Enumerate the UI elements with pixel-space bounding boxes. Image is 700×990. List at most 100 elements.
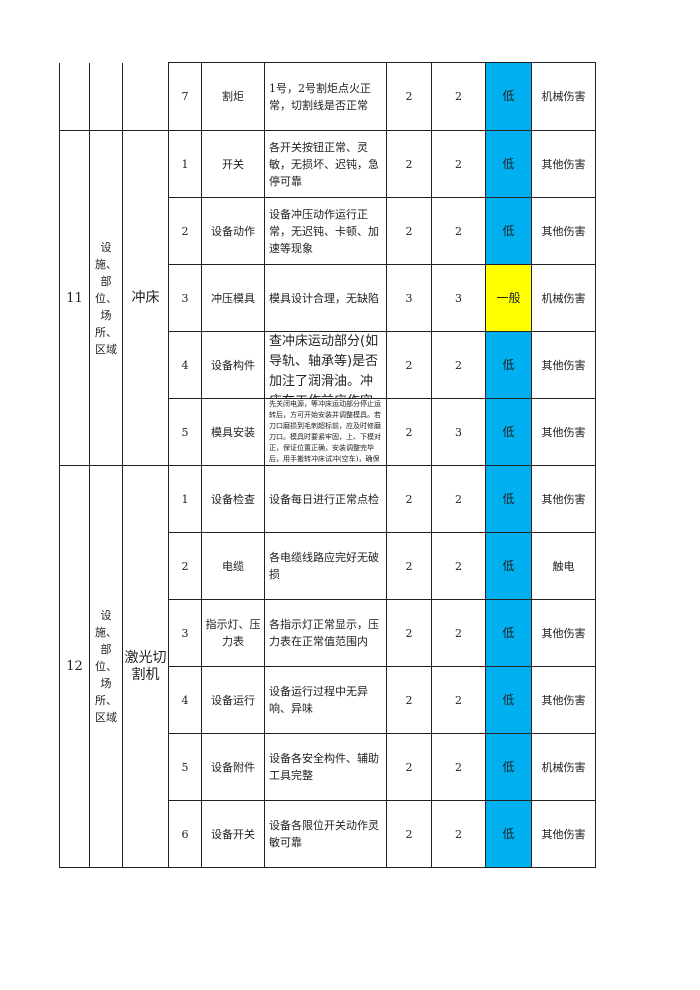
likelihood: 2 — [386, 599, 432, 667]
check-standard: 设备每日进行正常点检 — [264, 465, 387, 533]
item-number: 1 — [168, 130, 202, 198]
item-number: 4 — [168, 666, 202, 734]
likelihood: 2 — [386, 398, 432, 466]
check-item: 开关 — [201, 130, 265, 198]
check-standard: 先关闭电源，等冲床运动部分停止运转后，方可开始安装并调整模具。若刀口磨损到毛刺超… — [264, 398, 387, 466]
category: 设施、部位、场所、区域 — [89, 130, 123, 466]
item-number: 7 — [168, 62, 202, 131]
group-number: 11 — [59, 130, 90, 466]
hazard-type: 其他伤害 — [531, 599, 596, 667]
risk-level: 低 — [485, 733, 532, 801]
table-row: 5 设备附件 设备各安全构件、辅助工具完整 2 2 低机械伤害 — [60, 733, 596, 801]
severity: 2 — [431, 197, 486, 265]
likelihood: 2 — [386, 331, 432, 399]
likelihood: 2 — [386, 733, 432, 801]
table-row: 12 设施、部位、场所、区域 激光切割机 1 设备检查 设备每日进行正常点检 2 2 低其他伤害 — [59, 465, 596, 868]
hazard-type: 其他伤害 — [531, 666, 596, 734]
likelihood: 2 — [386, 62, 432, 131]
check-standard-text: 查冲床运动部分(如导轨、轴承等)是否加注了润滑油。冲床在工作前应作空运转1-3分 — [269, 334, 379, 398]
risk-level: 低 — [485, 800, 532, 868]
risk-level: 低 — [485, 666, 532, 734]
check-standard: 查冲床运动部分(如导轨、轴承等)是否加注了润滑油。冲床在工作前应作空运转1-3分 — [264, 331, 387, 399]
check-item: 设备运行 — [201, 666, 265, 734]
risk-level: 低 — [485, 599, 532, 667]
hazard-type: 其他伤害 — [531, 398, 596, 466]
likelihood: 2 — [386, 197, 432, 265]
category: 设施、部位、场所、区域 — [89, 465, 123, 868]
item-number: 3 — [168, 264, 202, 332]
hazard-type: 其他伤害 — [531, 130, 596, 198]
table-row: 4 设备运行 设备运行过程中无异响、异味 2 2 低其他伤害 — [60, 666, 596, 734]
hazard-type: 触电 — [531, 532, 596, 600]
check-item: 设备附件 — [201, 733, 265, 801]
severity: 2 — [431, 733, 486, 801]
item-number: 5 — [168, 733, 202, 801]
likelihood: 2 — [386, 532, 432, 600]
risk-level: 低 — [485, 331, 532, 399]
likelihood: 2 — [386, 800, 432, 868]
risk-table: 7 割炬 1号，2号割炬点火正常，切割线是否正常 2 2 低 机械伤害 11 设施… — [59, 62, 596, 868]
severity: 3 — [431, 264, 486, 332]
equipment-name: 冲床 — [122, 130, 169, 466]
hazard-type: 其他伤害 — [531, 465, 596, 533]
table-row: 5 模具安装 先关闭电源，等冲床运动部分停止运转后，方可开始安装并调整模具。若刀口磨… — [60, 398, 596, 466]
check-standard: 设备各限位开关动作灵敏可靠 — [264, 800, 387, 868]
check-standard: 设备各安全构件、辅助工具完整 — [264, 733, 387, 801]
item-number: 2 — [168, 197, 202, 265]
item-number: 5 — [168, 398, 202, 466]
hazard-type: 其他伤害 — [531, 331, 596, 399]
table-row: 2 设备动作 设备冲压动作运行正常，无迟钝、卡顿、加速等现象 2 2 低其他伤害 — [60, 197, 596, 265]
hazard-type: 机械伤害 — [531, 733, 596, 801]
check-standard: 设备冲压动作运行正常，无迟钝、卡顿、加速等现象 — [264, 197, 387, 265]
item-number: 4 — [168, 331, 202, 399]
check-standard: 各电缆线路应完好无破损 — [264, 532, 387, 600]
likelihood: 2 — [386, 465, 432, 533]
risk-level: 低 — [485, 465, 532, 533]
check-item: 设备开关 — [201, 800, 265, 868]
likelihood: 2 — [386, 130, 432, 198]
table-row: 7 割炬 1号，2号割炬点火正常，切割线是否正常 2 2 低 机械伤害 — [59, 62, 596, 131]
item-number: 6 — [168, 800, 202, 868]
check-standard: 设备运行过程中无异响、异味 — [264, 666, 387, 734]
hazard-type: 机械伤害 — [531, 62, 596, 131]
severity: 2 — [431, 532, 486, 600]
check-item: 设备构件 — [201, 331, 265, 399]
severity: 2 — [431, 331, 486, 399]
risk-level: 一般 — [485, 264, 532, 332]
risk-level: 低 — [485, 197, 532, 265]
check-standard: 1号，2号割炬点火正常，切割线是否正常 — [264, 62, 387, 131]
hazard-type: 机械伤害 — [531, 264, 596, 332]
check-item: 电缆 — [201, 532, 265, 600]
severity: 2 — [431, 465, 486, 533]
check-standard: 各开关按钮正常、灵敏，无损坏、迟钝，急停可靠 — [264, 130, 387, 198]
likelihood: 3 — [386, 264, 432, 332]
check-item: 模具安装 — [201, 398, 265, 466]
table-row: 3 冲压模具 模具设计合理，无缺陷 3 3 一般 机械伤害 — [60, 264, 596, 332]
check-standard: 各指示灯正常显示，压力表在正常值范围内 — [264, 599, 387, 667]
item-number: 2 — [168, 532, 202, 600]
check-item: 指示灯、压力表 — [201, 599, 265, 667]
check-item: 割炬 — [201, 62, 265, 131]
no-cell — [59, 62, 90, 131]
check-item: 冲压模具 — [201, 264, 265, 332]
check-item: 设备动作 — [201, 197, 265, 265]
table-row: 4设备构件查冲床运动部分(如导轨、轴承等)是否加注了润滑油。冲床在工作前应作空运… — [60, 331, 596, 399]
hazard-type: 其他伤害 — [531, 800, 596, 868]
item-number: 3 — [168, 599, 202, 667]
category-cell — [89, 62, 123, 131]
severity: 2 — [431, 62, 486, 131]
risk-level: 低 — [485, 398, 532, 466]
severity: 2 — [431, 130, 486, 198]
item-number: 1 — [168, 465, 202, 533]
table-row: 6 设备开关 设备各限位开关动作灵敏可靠 2 2 低其他伤害 — [60, 800, 596, 868]
risk-level: 低 — [485, 532, 532, 600]
severity: 2 — [431, 666, 486, 734]
check-standard: 模具设计合理，无缺陷 — [264, 264, 387, 332]
risk-level: 低 — [485, 130, 532, 198]
severity: 3 — [431, 398, 486, 466]
table-row: 11 设施、部位、场所、区域 冲床 1 开关 各开关按钮正常、灵敏，无损坏、迟钝，急停可靠… — [59, 130, 596, 466]
group-number: 12 — [59, 465, 90, 868]
table-row: 2 电缆 各电缆线路应完好无破损 2 2 低触电 — [60, 532, 596, 600]
severity: 2 — [431, 599, 486, 667]
table-row: 3 指示灯、压力表 各指示灯正常显示，压力表在正常值范围内 2 2 低其他伤害 — [60, 599, 596, 667]
